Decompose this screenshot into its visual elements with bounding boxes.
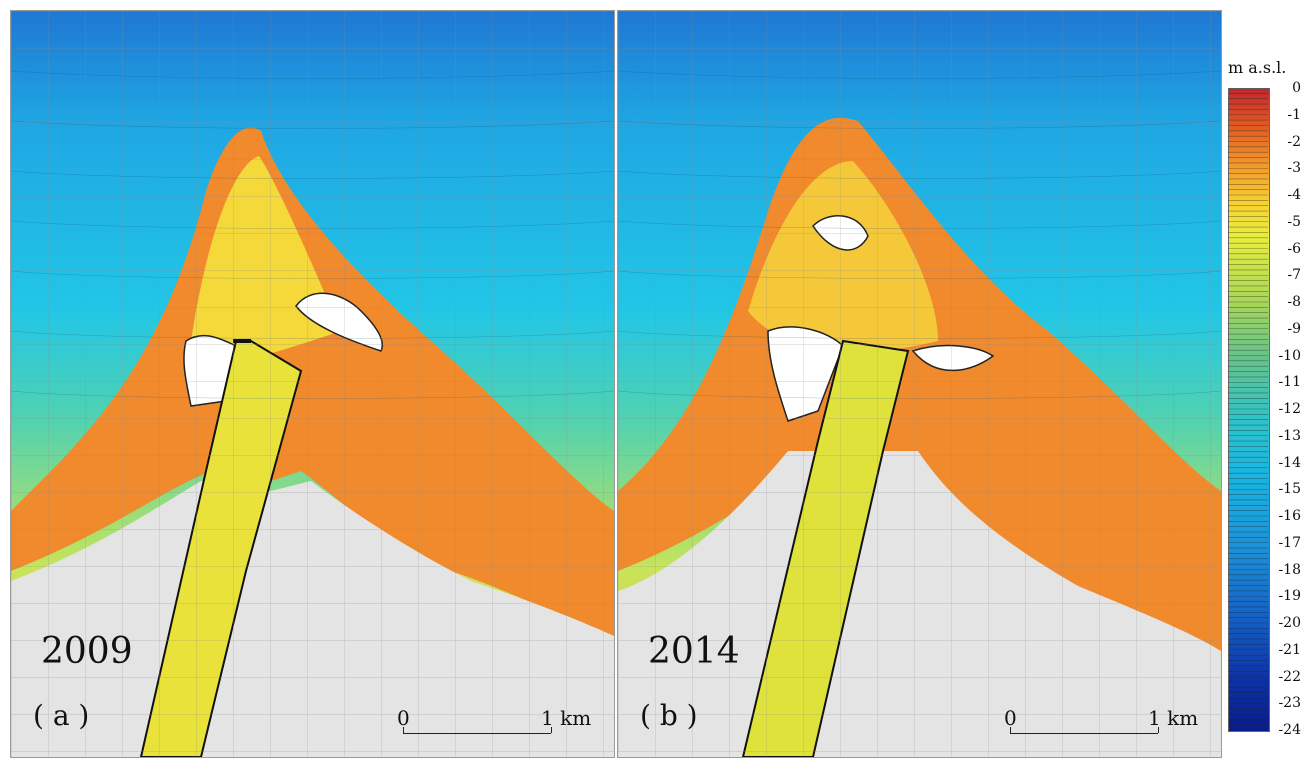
legend-title: m a.s.l. bbox=[1228, 58, 1287, 77]
legend-tick-label: -10 bbox=[1278, 347, 1301, 364]
scale-bar-end: 1 km bbox=[1148, 706, 1199, 730]
legend-tick-label: -8 bbox=[1287, 294, 1301, 310]
year-label: 2014 bbox=[648, 631, 740, 672]
year-label: 2009 bbox=[41, 631, 133, 672]
scale-bar-start: 0 bbox=[1004, 706, 1017, 730]
scale-bar-tick bbox=[1010, 727, 1011, 733]
legend-tick-label: -9 bbox=[1287, 320, 1301, 337]
colorbar-contour-lines bbox=[1228, 88, 1268, 725]
legend-tick-label: -15 bbox=[1278, 481, 1301, 498]
legend-tick-label: -12 bbox=[1278, 401, 1301, 417]
legend-ticks: 0 -1 -2 -3 -4 -5 -6 -7 -8 -9 -10 -11 -12 -13 -14 -15 -16… bbox=[1268, 81, 1301, 737]
panel-label: ( b ) bbox=[640, 699, 698, 732]
legend-tick-label: -24 bbox=[1278, 722, 1301, 738]
legend-colorbar bbox=[1228, 88, 1270, 732]
map-panel-2014: 2014 ( b ) 0 1 km bbox=[617, 10, 1222, 758]
map-panel-2009: 2009 ( a ) 0 1 km bbox=[10, 10, 615, 758]
legend-tick-label: -16 bbox=[1278, 508, 1301, 524]
legend-tick-label: -5 bbox=[1287, 213, 1301, 230]
legend-tick-label: -13 bbox=[1278, 427, 1301, 444]
legend-tick-label: -14 bbox=[1278, 454, 1301, 471]
scale-bar-start: 0 bbox=[397, 706, 410, 730]
scale-bar bbox=[403, 733, 551, 734]
legend-tick-label: -7 bbox=[1287, 267, 1301, 284]
scale-bar-end: 1 km bbox=[541, 706, 592, 730]
legend-tick-label: -20 bbox=[1278, 615, 1301, 631]
bathymetry-map-2014 bbox=[618, 11, 1221, 757]
legend-tick-label: 0 bbox=[1292, 80, 1301, 96]
legend-tick-label: -11 bbox=[1278, 374, 1301, 391]
legend-tick-label: -22 bbox=[1278, 668, 1301, 685]
scale-bar-tick bbox=[403, 727, 404, 733]
scale-bar bbox=[1010, 733, 1158, 734]
legend-tick-label: -18 bbox=[1278, 561, 1301, 578]
legend-tick-label: -1 bbox=[1287, 106, 1301, 123]
legend-tick-label: -21 bbox=[1278, 641, 1301, 658]
legend-tick-label: -6 bbox=[1287, 240, 1301, 257]
legend-tick-label: -3 bbox=[1287, 160, 1301, 177]
legend-tick-label: -23 bbox=[1278, 695, 1301, 712]
bathymetry-map-2009 bbox=[11, 11, 614, 757]
legend-tick-label: -2 bbox=[1287, 133, 1301, 150]
legend-tick-label: -4 bbox=[1287, 187, 1301, 203]
scale-bar-tick bbox=[1158, 727, 1159, 733]
panel-label: ( a ) bbox=[33, 699, 90, 732]
legend-tick-label: -19 bbox=[1278, 588, 1301, 605]
legend-tick-label: -17 bbox=[1278, 534, 1301, 551]
scale-bar-tick bbox=[551, 727, 552, 733]
